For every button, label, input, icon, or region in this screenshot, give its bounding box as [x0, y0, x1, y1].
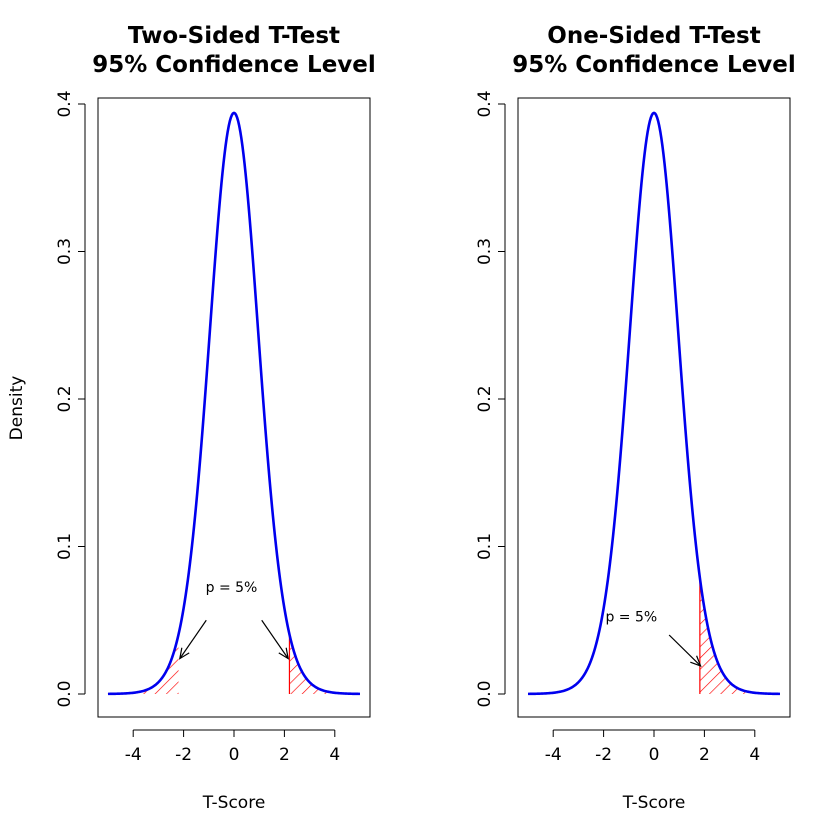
- density-curve: [527, 111, 781, 696]
- x-tick-label: -2: [595, 745, 612, 765]
- x-axis: -4 -2 0 2 4: [545, 729, 760, 765]
- plot-frame: [517, 97, 791, 718]
- y-tick-label: 0.3: [55, 238, 75, 265]
- x-tick-label: 4: [329, 745, 340, 765]
- x-tick-label: 2: [699, 745, 710, 765]
- x-tick-label: -4: [545, 745, 562, 765]
- x-tick-label: -4: [125, 745, 142, 765]
- panel-one-sided: One-Sided T-Test 95% Confidence Level -4…: [475, 23, 796, 813]
- panel-two-sided: Two-Sided T-Test 95% Confidence Level -4…: [7, 23, 376, 813]
- x-axis-label: T-Score: [202, 793, 266, 813]
- chart-title-line1: One-Sided T-Test: [547, 23, 760, 49]
- y-tick-label: 0.2: [55, 385, 75, 412]
- y-tick-label: 0.0: [55, 680, 75, 707]
- shaded-region: [108, 634, 179, 694]
- annotation-text: p = 5%: [206, 580, 258, 596]
- x-tick-label: 4: [749, 745, 760, 765]
- plot-frame: [97, 97, 371, 718]
- annotation-arrow: [179, 619, 207, 659]
- x-tick-label: -2: [175, 745, 192, 765]
- x-tick-label: 0: [229, 745, 240, 765]
- annotation: p = 5%: [178, 580, 290, 660]
- shaded-rejection-regions: [699, 577, 780, 694]
- chart-title-line2: 95% Confidence Level: [512, 52, 796, 78]
- y-tick-label: 0.4: [475, 90, 495, 117]
- y-tick-label: 0.2: [475, 385, 495, 412]
- y-axis-label: Density: [7, 376, 27, 441]
- annotation: p = 5%: [605, 610, 702, 668]
- y-axis: 0.0 0.1 0.2 0.3 0.4: [55, 90, 86, 708]
- annotation-arrowhead: [690, 655, 702, 668]
- chart-title-line2: 95% Confidence Level: [92, 52, 376, 78]
- annotation-text: p = 5%: [605, 610, 657, 626]
- shaded-region: [699, 577, 780, 694]
- y-tick-label: 0.1: [55, 533, 75, 560]
- y-axis: 0.0 0.1 0.2 0.3 0.4: [475, 90, 506, 708]
- annotation-arrowhead: [178, 647, 190, 660]
- annotation-arrow: [261, 619, 289, 659]
- shaded-rejection-regions: [107, 634, 360, 694]
- y-tick-label: 0.4: [55, 90, 75, 117]
- y-tick-label: 0.0: [475, 680, 495, 707]
- x-axis-label: T-Score: [622, 793, 686, 813]
- density-curve: [107, 111, 361, 696]
- shaded-region: [289, 634, 360, 694]
- chart-title-line1: Two-Sided T-Test: [128, 23, 340, 49]
- annotation-arrow: [668, 634, 702, 667]
- x-tick-label: 2: [279, 745, 290, 765]
- annotation-arrowhead: [278, 647, 290, 660]
- y-tick-label: 0.1: [475, 533, 495, 560]
- x-axis: -4 -2 0 2 4: [125, 729, 340, 765]
- x-tick-label: 0: [649, 745, 660, 765]
- y-tick-label: 0.3: [475, 238, 495, 265]
